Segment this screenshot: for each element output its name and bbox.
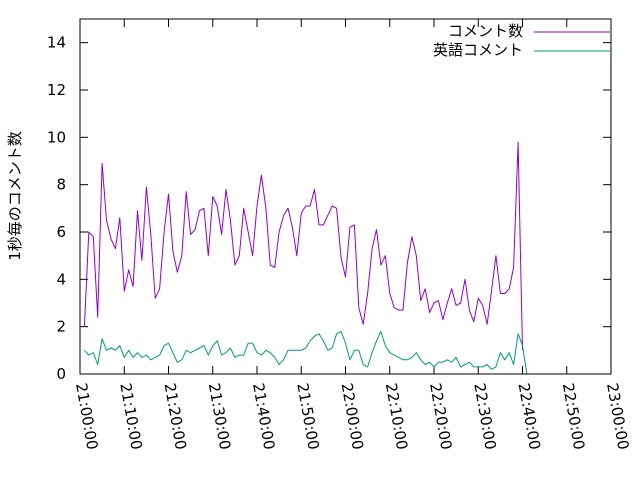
y-tick-label: 0 [56, 365, 66, 383]
x-tick-label: 22:10:00 [382, 382, 411, 451]
x-tick-label: 21:00:00 [72, 382, 101, 451]
x-tick-label: 21:40:00 [249, 382, 278, 451]
x-tick-label: 22:40:00 [515, 382, 544, 451]
legend-label-comments: コメント数 [448, 22, 523, 40]
series-line-english [84, 330, 528, 375]
legend-label-english: 英語コメント [433, 41, 523, 59]
x-axis-ticks: 21:00:00 21:10:00 21:20:00 21:30:00 21:40:00… [72, 19, 632, 451]
y-tick-label: 8 [56, 176, 66, 194]
y-tick-label: 12 [47, 81, 66, 99]
y-tick-label: 14 [47, 34, 66, 52]
y-tick-label: 4 [56, 270, 66, 288]
y-tick-label: 6 [56, 223, 66, 241]
y-tick-label: 2 [56, 318, 66, 336]
y-axis-ticks: 0 2 4 6 8 10 12 14 [47, 34, 611, 383]
x-tick-label: 23:00:00 [603, 382, 632, 451]
x-tick-label: 21:30:00 [205, 382, 234, 451]
legend: コメント数 英語コメント [433, 22, 610, 59]
series-lines [83, 141, 528, 375]
x-tick-label: 21:20:00 [161, 382, 190, 451]
x-tick-label: 22:20:00 [426, 382, 455, 451]
x-tick-label: 22:30:00 [470, 382, 499, 451]
x-tick-label: 21:10:00 [116, 382, 145, 451]
series-line-comments [83, 141, 523, 351]
x-tick-label: 22:50:00 [559, 382, 588, 451]
y-tick-label: 10 [47, 128, 66, 146]
x-tick-label: 21:50:00 [293, 382, 322, 451]
x-tick-label: 22:00:00 [338, 382, 367, 451]
plot-frame [79, 18, 612, 375]
y-axis-label: 1秒毎のコメント数 [6, 131, 24, 261]
